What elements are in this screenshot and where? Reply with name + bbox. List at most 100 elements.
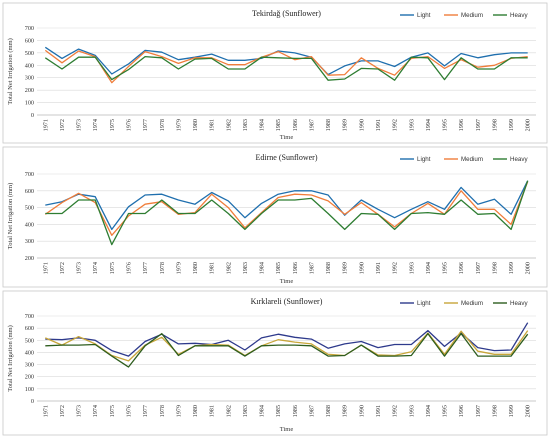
x-tick-label: 1984 [259, 119, 266, 131]
x-tick-label: 1997 [475, 119, 482, 131]
y-axis-label: Total Net Irrigation (mm) [7, 325, 14, 392]
x-tick-label: 1995 [442, 405, 449, 417]
panel-edirne: Edirne (Sunflower) 200 300 400 500 600 700 1971… [2, 146, 548, 288]
x-tick-label: 1976 [125, 262, 132, 274]
panel-kirklareli: Kırklareli (Sunflower) 0 100 200 300 400 500 60… [2, 290, 548, 436]
legend-label-heavy: Heavy [510, 300, 528, 307]
x-tick-label: 1992 [392, 119, 399, 131]
x-tick-label: 1982 [225, 405, 232, 417]
chart-title: Kırklareli (Sunflower) [251, 297, 323, 306]
x-tick-label: 1996 [458, 262, 465, 274]
x-tick-label: 1987 [308, 119, 315, 131]
x-tick-label: 2000 [525, 405, 532, 417]
x-axis-label: Time [280, 134, 294, 141]
chart-title: Tekirdağ (Sunflower) [252, 9, 321, 18]
x-tick-label: 1978 [159, 405, 166, 417]
x-tick-label: 1973 [76, 405, 83, 417]
series-line-light [45, 180, 529, 231]
x-tick-label: 1981 [209, 262, 216, 274]
x-tick-label: 1991 [375, 262, 382, 274]
legend-label-heavy: Heavy [510, 12, 528, 19]
x-tick-label: 1980 [192, 405, 199, 417]
x-tick-label: 1981 [209, 405, 216, 417]
legend-label-light: Light [417, 156, 431, 163]
panel-frame [2, 2, 548, 144]
y-tick-label: 300 [25, 238, 34, 245]
y-tick-label: 700 [25, 25, 34, 32]
x-tick-label: 1974 [92, 119, 99, 131]
x-tick-label: 1990 [358, 119, 365, 131]
y-tick-label: 200 [25, 374, 34, 381]
y-tick-label: 400 [25, 62, 34, 69]
x-tick-label: 1984 [259, 262, 266, 274]
x-axis-label: Time [280, 426, 294, 433]
y-tick-label: 400 [25, 349, 34, 356]
x-tick-label: 1973 [76, 262, 83, 274]
x-tick-label: 1998 [491, 119, 498, 131]
x-tick-label: 1977 [142, 119, 149, 131]
x-tick-label: 1975 [109, 119, 116, 131]
x-tick-label: 1998 [491, 262, 498, 274]
y-tick-label: 600 [25, 37, 34, 44]
x-tick-label: 1974 [92, 405, 99, 417]
x-tick-label: 1971 [42, 405, 49, 417]
panel-frame [2, 290, 548, 436]
x-tick-label: 1971 [42, 262, 49, 274]
series-line-light [45, 322, 529, 357]
y-tick-label: 400 [25, 221, 34, 228]
series-line-heavy [45, 332, 529, 368]
series-line-medium [44, 49, 528, 84]
y-tick-label: 100 [25, 100, 34, 107]
x-tick-label: 1985 [275, 119, 282, 131]
legend-label-medium: Medium [461, 12, 483, 19]
x-tick-label: 1988 [325, 262, 332, 274]
x-tick-label: 1993 [408, 119, 415, 131]
x-tick-label: 2000 [525, 262, 532, 274]
x-tick-label: 1978 [159, 262, 166, 274]
x-tick-label: 1994 [425, 405, 432, 417]
x-tick-label: 1993 [408, 262, 415, 274]
x-tick-label: 1972 [59, 405, 66, 417]
x-tick-label: 1982 [225, 262, 232, 274]
x-tick-label: 1985 [275, 405, 282, 417]
series-line-light [44, 46, 528, 76]
legend-label-medium: Medium [461, 156, 483, 163]
y-tick-label: 600 [25, 325, 34, 332]
x-tick-label: 1999 [508, 119, 515, 131]
y-tick-label: 100 [25, 386, 34, 393]
y-tick-label: 500 [25, 205, 34, 212]
y-tick-label: 200 [25, 255, 34, 262]
x-tick-label: 1976 [125, 405, 132, 417]
x-tick-label: 1995 [442, 119, 449, 131]
y-tick-label: 0 [31, 398, 34, 405]
x-tick-label: 1991 [375, 119, 382, 131]
series-line-medium [45, 330, 529, 362]
x-tick-label: 1980 [192, 119, 199, 131]
x-tick-label: 1979 [175, 405, 182, 417]
y-tick-label: 0 [31, 112, 34, 119]
x-tick-label: 1976 [125, 119, 132, 131]
legend-label-heavy: Heavy [510, 156, 528, 163]
y-axis-label: Total Net Irrigation (mm) [7, 183, 14, 250]
x-tick-label: 1986 [292, 262, 299, 274]
x-tick-label: 1979 [175, 119, 182, 131]
x-tick-label: 1979 [175, 262, 182, 274]
x-tick-label: 1994 [425, 262, 432, 274]
y-tick-label: 500 [25, 337, 34, 344]
x-tick-label: 1999 [508, 262, 515, 274]
x-tick-label: 1983 [242, 119, 249, 131]
x-tick-label: 1989 [342, 119, 349, 131]
y-tick-label: 200 [25, 87, 34, 94]
x-tick-label: 1975 [109, 262, 116, 274]
x-tick-label: 1972 [59, 262, 66, 274]
x-tick-label: 1997 [475, 262, 482, 274]
x-tick-label: 1988 [325, 119, 332, 131]
x-tick-label: 1984 [259, 405, 266, 417]
x-tick-label: 1990 [358, 405, 365, 417]
legend-label-medium: Medium [461, 300, 483, 307]
x-tick-label: 1985 [275, 262, 282, 274]
x-tick-label: 1990 [358, 262, 365, 274]
x-tick-label: 1980 [192, 262, 199, 274]
legend-label-light: Light [417, 12, 431, 19]
